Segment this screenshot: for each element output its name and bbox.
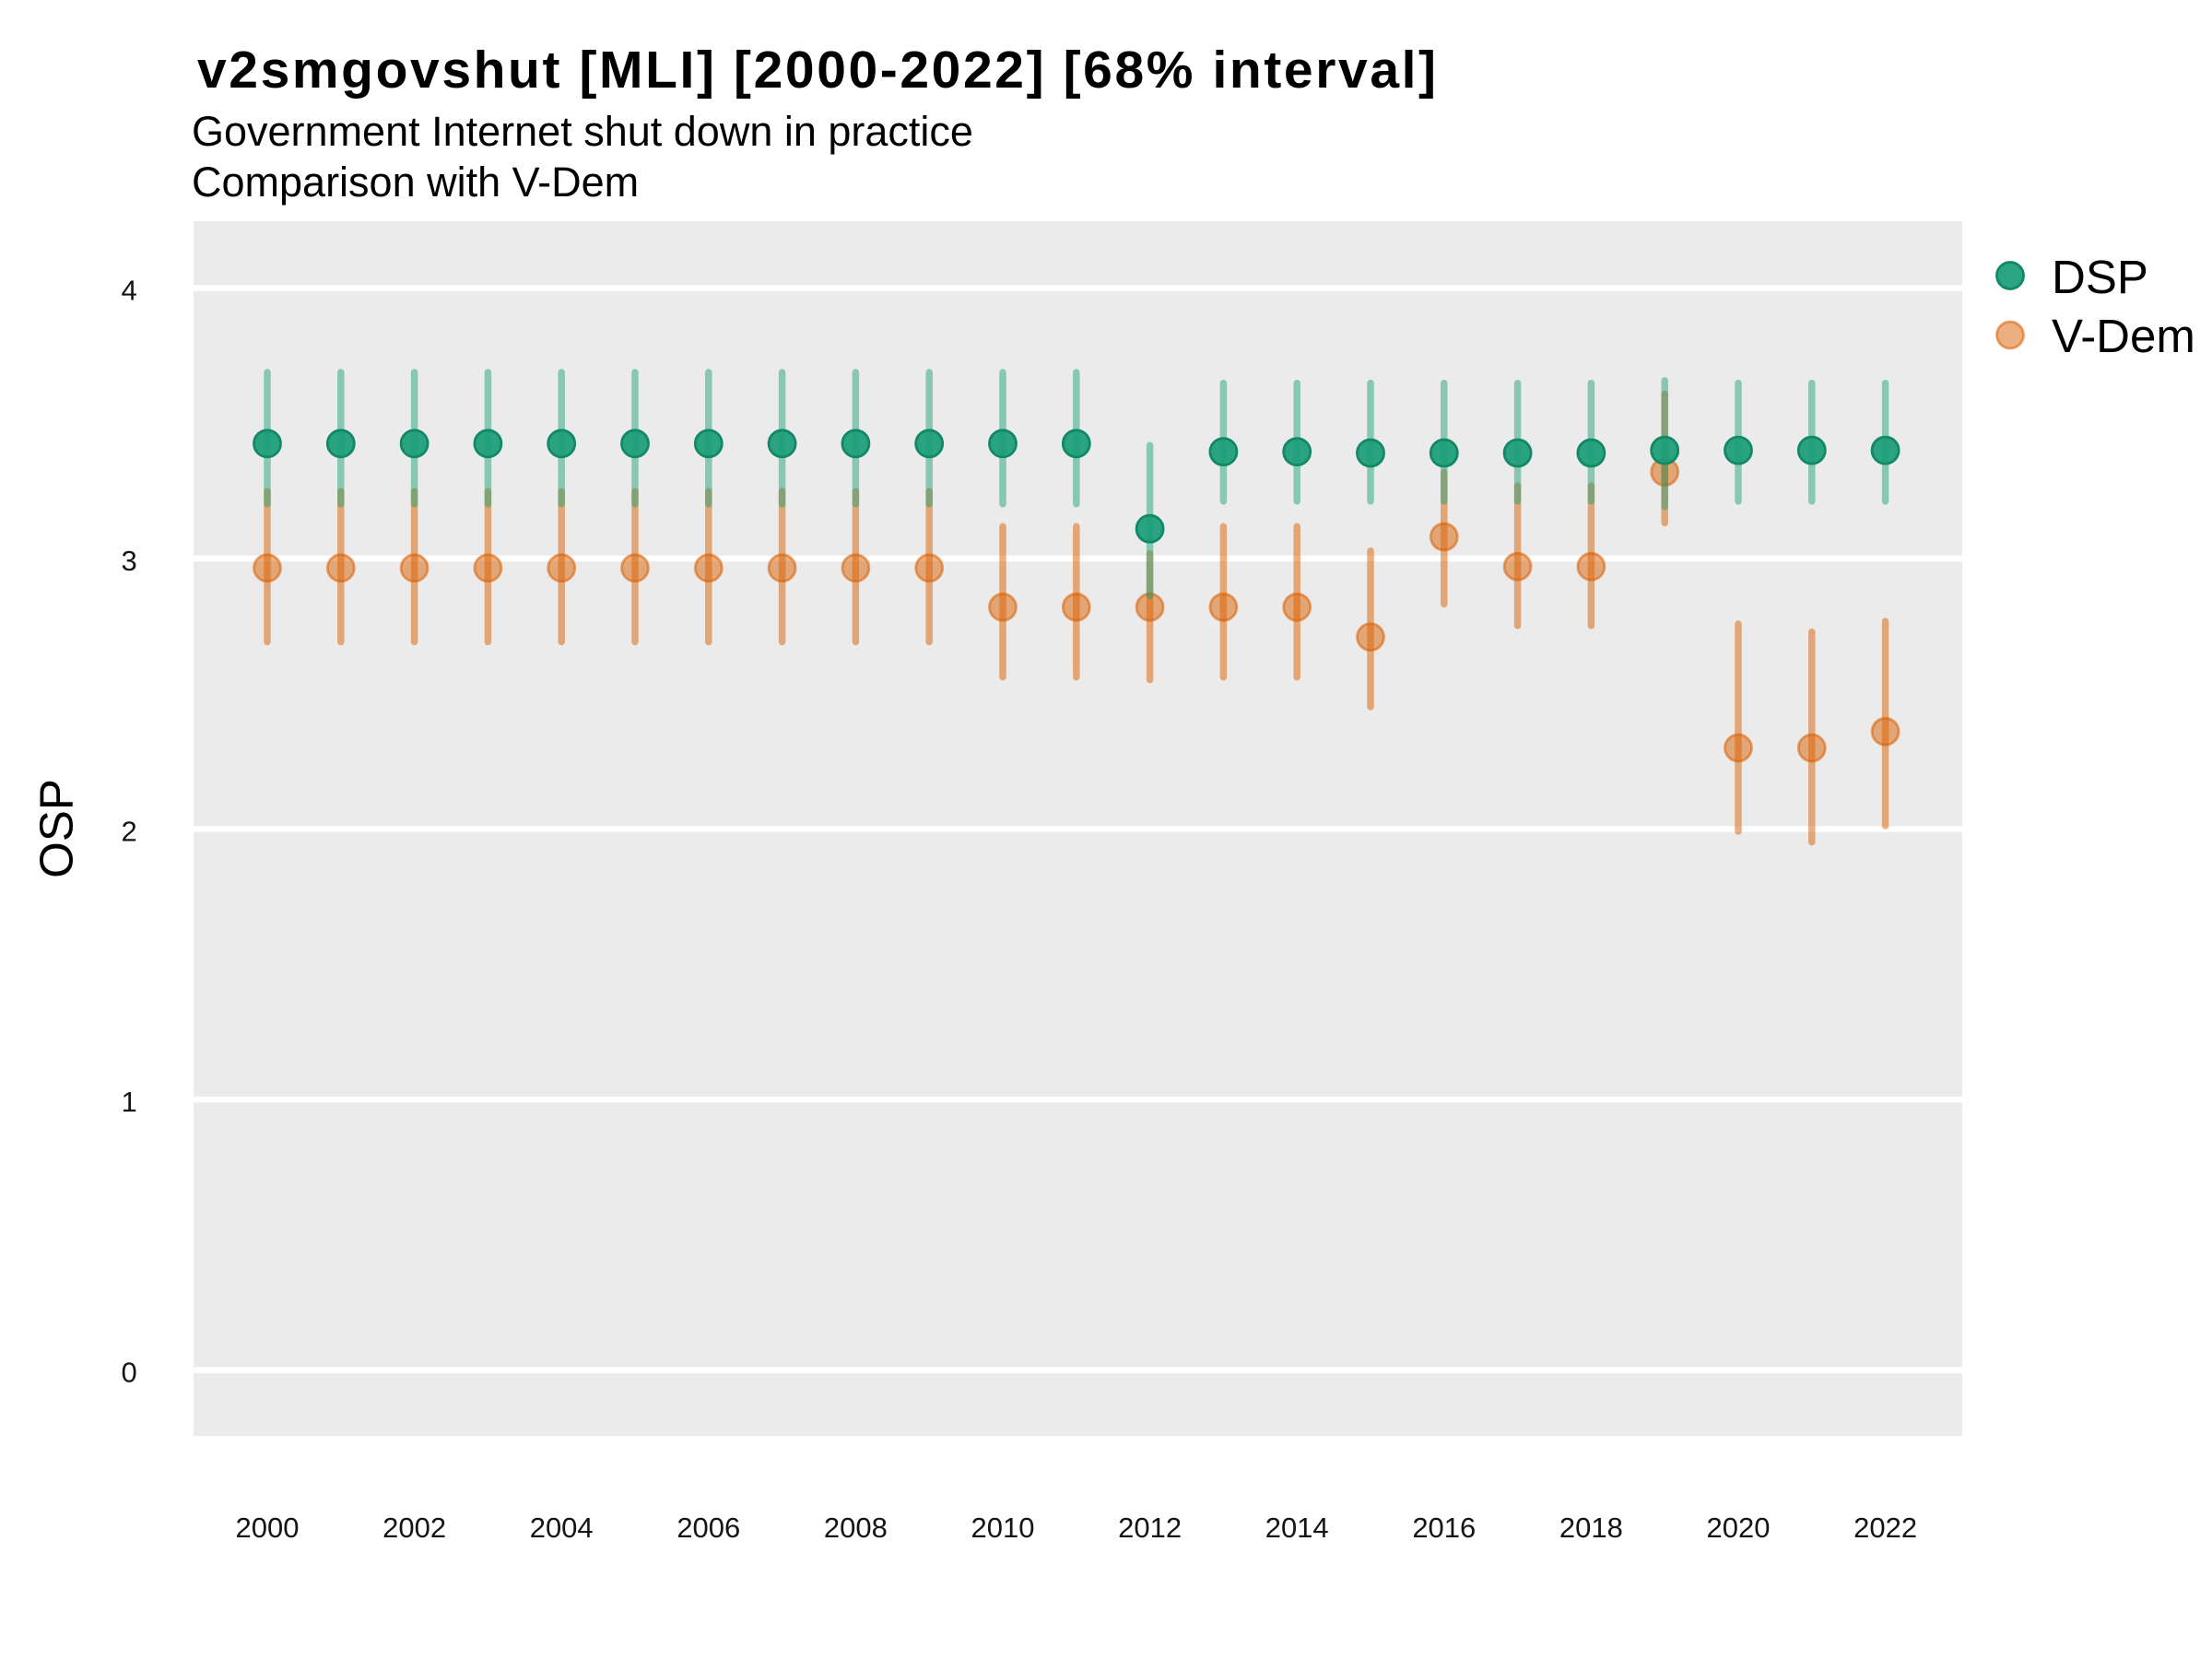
svg-text:0: 0 bbox=[122, 1357, 137, 1389]
svg-text:1: 1 bbox=[122, 1086, 137, 1118]
svg-text:V-Dem: V-Dem bbox=[2052, 310, 2195, 362]
svg-text:2014: 2014 bbox=[1265, 1512, 1329, 1544]
svg-text:2004: 2004 bbox=[530, 1512, 594, 1544]
svg-text:2012: 2012 bbox=[1118, 1512, 1182, 1544]
svg-text:v2smgovshut [MLI] [2000-2022]: v2smgovshut [MLI] [2000-2022] [68% inter… bbox=[197, 41, 1439, 100]
svg-text:Government Internet shut down: Government Internet shut down in practic… bbox=[192, 108, 973, 155]
svg-text:2018: 2018 bbox=[1559, 1512, 1623, 1544]
svg-text:2002: 2002 bbox=[382, 1512, 446, 1544]
svg-text:DSP: DSP bbox=[2052, 251, 2148, 303]
svg-text:3: 3 bbox=[122, 545, 137, 577]
svg-text:2020: 2020 bbox=[1707, 1512, 1771, 1544]
svg-text:2008: 2008 bbox=[824, 1512, 888, 1544]
svg-text:2010: 2010 bbox=[971, 1512, 1035, 1544]
svg-text:Comparison with V-Dem: Comparison with V-Dem bbox=[192, 159, 639, 206]
svg-text:2: 2 bbox=[122, 816, 137, 848]
svg-text:2016: 2016 bbox=[1412, 1512, 1476, 1544]
svg-text:2022: 2022 bbox=[1853, 1512, 1917, 1544]
svg-text:2006: 2006 bbox=[677, 1512, 740, 1544]
svg-text:OSP: OSP bbox=[30, 779, 83, 878]
svg-text:4: 4 bbox=[122, 275, 137, 307]
svg-text:2000: 2000 bbox=[236, 1512, 300, 1544]
